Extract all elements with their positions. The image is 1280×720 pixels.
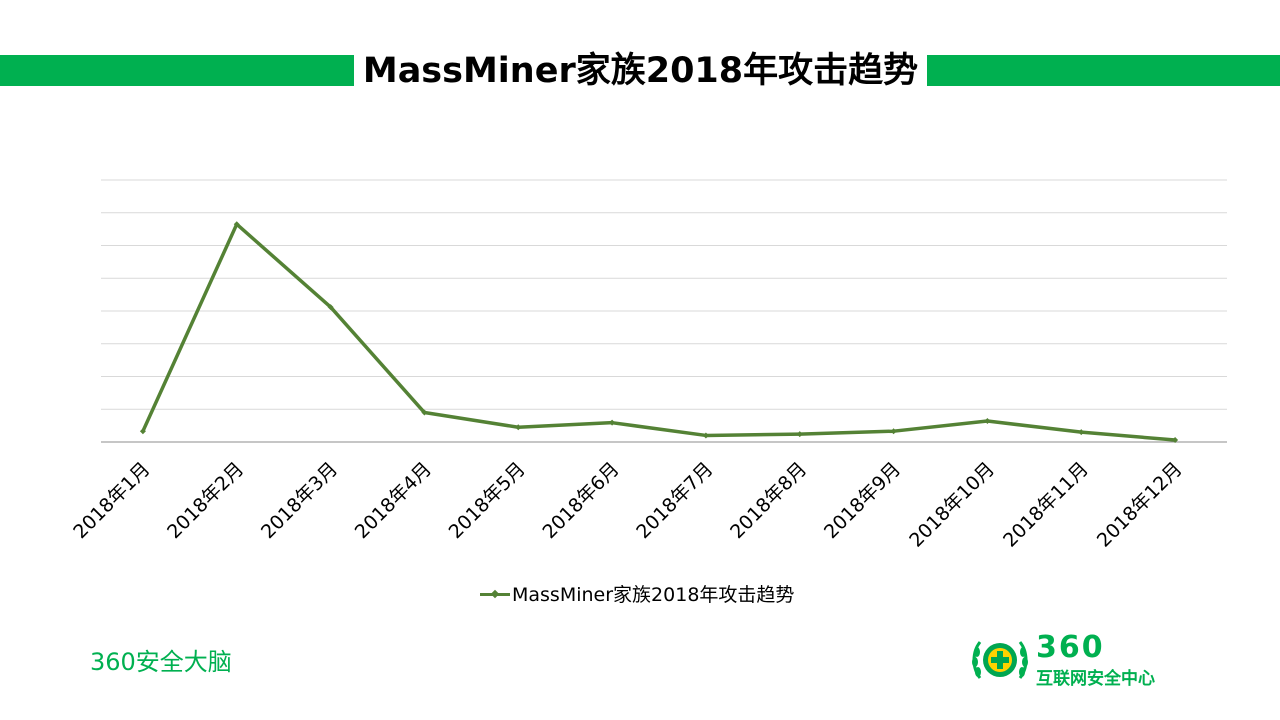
data-point	[421, 409, 428, 416]
x-tick-label: 2018年11月	[999, 458, 1093, 552]
x-tick-label: 2018年12月	[1093, 458, 1187, 552]
x-tick-label: 2018年7月	[632, 458, 717, 543]
x-tick-label: 2018年1月	[69, 458, 154, 543]
logo-subtitle: 互联网安全中心	[1036, 669, 1155, 689]
x-tick-label: 2018年4月	[351, 458, 436, 543]
x-tick-labels: 2018年1月 2018年2月 2018年3月 2018年4月 2018年5月 2018年…	[69, 458, 1186, 552]
data-point	[139, 428, 146, 435]
x-tick-label: 2018年9月	[820, 458, 905, 543]
legend: MassMiner家族2018年攻击趋势	[480, 580, 794, 607]
logo-number: 360	[1036, 630, 1105, 665]
data-point	[796, 431, 803, 438]
title-bar-left	[0, 55, 354, 86]
series-line-group	[139, 221, 1179, 444]
data-point	[702, 432, 709, 439]
data-point	[1078, 429, 1085, 436]
slide-title: MassMiner家族2018年攻击趋势	[362, 51, 919, 91]
data-point	[609, 419, 616, 426]
data-point	[233, 221, 240, 228]
laurel-shield-icon	[972, 641, 1028, 679]
x-tick-label: 2018年3月	[257, 458, 342, 543]
series-line	[141, 222, 1176, 442]
x-tick-label: 2018年10月	[905, 458, 999, 552]
title-bar-right	[927, 55, 1280, 86]
x-tick-label: 2018年6月	[538, 458, 623, 543]
data-point	[890, 428, 897, 435]
data-point	[515, 424, 522, 431]
x-tick-label: 2018年8月	[726, 458, 811, 543]
data-point	[1172, 437, 1179, 444]
x-tick-label: 2018年2月	[163, 458, 248, 543]
logo-360: 360 互联网安全中心	[970, 630, 1190, 690]
legend-label: MassMiner家族2018年攻击趋势	[512, 584, 795, 606]
x-tick-label: 2018年5月	[445, 458, 530, 543]
gridlines	[101, 179, 1227, 410]
data-point	[327, 304, 334, 311]
data-point	[984, 418, 991, 425]
brand-text: 360安全大脑	[90, 648, 232, 676]
legend-line-marker-icon	[480, 581, 510, 607]
